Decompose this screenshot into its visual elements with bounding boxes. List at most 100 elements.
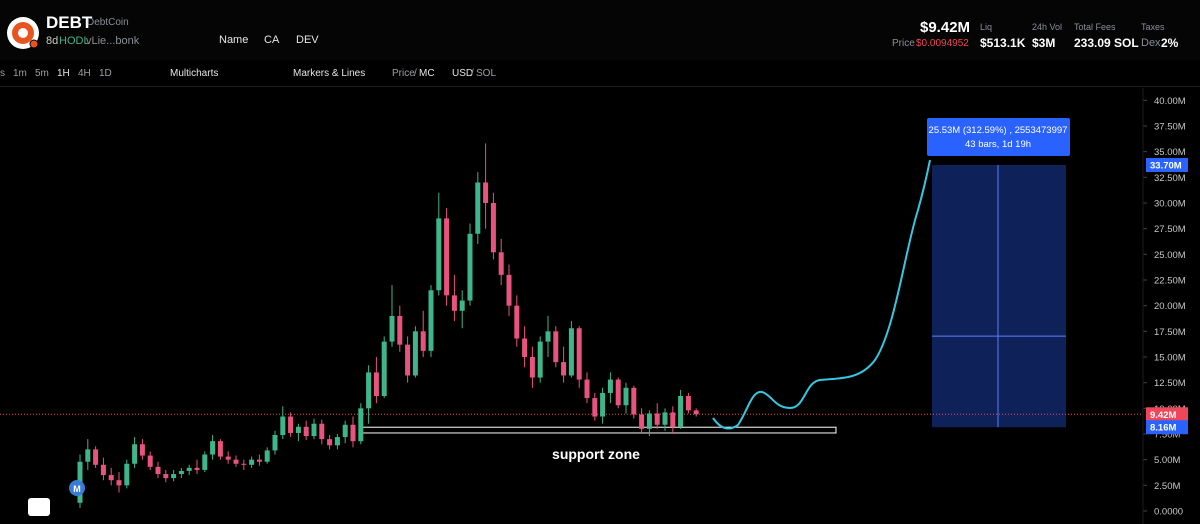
- candle-body: [350, 424, 356, 442]
- candle-body: [124, 463, 130, 486]
- candle-body: [249, 459, 255, 465]
- candle-body: [295, 426, 301, 433]
- stat-label: Taxes: [1141, 22, 1165, 32]
- candle-body: [272, 435, 278, 451]
- candle-body: [210, 441, 216, 455]
- candle-body: [678, 396, 684, 427]
- market-cap: $9.42M: [920, 19, 971, 36]
- candle-body: [670, 412, 676, 427]
- stat-value: 2%: [1161, 36, 1179, 50]
- candle-body: [366, 372, 372, 409]
- candle-body: [420, 331, 426, 351]
- separator: /: [471, 68, 474, 79]
- candle-body: [584, 379, 590, 399]
- y-tick-label: 30.00M: [1154, 198, 1186, 209]
- candle-body: [685, 396, 691, 411]
- stat-value: $3M: [1032, 36, 1056, 50]
- candle-body: [522, 338, 528, 357]
- candle-body: [436, 218, 442, 291]
- tv-logo: [28, 498, 50, 516]
- interval[interactable]: 1m: [13, 68, 27, 79]
- link-name[interactable]: Name: [219, 34, 249, 46]
- token-name: DebtCoin: [87, 17, 129, 28]
- candle-body: [607, 379, 613, 393]
- link-dev[interactable]: DEV: [296, 34, 319, 46]
- tag[interactable]: HODL: [59, 35, 90, 47]
- candle-body: [506, 274, 512, 306]
- candle-body: [545, 331, 551, 342]
- link-ca[interactable]: CA: [264, 34, 280, 46]
- candle-body: [662, 412, 668, 425]
- projection-curve: [712, 159, 931, 430]
- candle-body: [264, 450, 270, 462]
- candle-body: [358, 408, 364, 442]
- candle-body: [147, 455, 153, 467]
- price-toggle[interactable]: Price: [392, 68, 415, 79]
- multicharts[interactable]: Multicharts: [170, 68, 219, 79]
- address[interactable]: vLie...bonk: [86, 35, 140, 47]
- event-marker: [69, 480, 85, 496]
- candle-body: [561, 362, 567, 376]
- candle-body: [139, 444, 145, 456]
- y-tick-label: 37.50M: [1154, 121, 1186, 132]
- candle-body: [381, 341, 387, 397]
- interval[interactable]: 1D: [99, 68, 112, 79]
- candle-body: [412, 331, 418, 376]
- age: 8d: [46, 35, 59, 47]
- candle-body: [202, 454, 208, 470]
- candle-body: [116, 480, 122, 486]
- interval[interactable]: 1H: [57, 68, 70, 79]
- candle-body: [654, 413, 660, 425]
- mc-toggle[interactable]: MC: [419, 68, 435, 79]
- candle-body: [646, 413, 652, 429]
- candle-body: [459, 300, 465, 311]
- y-tick-label: 32.50M: [1154, 173, 1186, 184]
- support-zone: [359, 426, 837, 434]
- stat-label: Total Fees: [1074, 22, 1116, 32]
- candle-body: [693, 410, 699, 415]
- candle-body: [194, 467, 200, 470]
- y-tick-label: 40.00M: [1154, 96, 1186, 107]
- y-tick-label: 35.00M: [1154, 147, 1186, 158]
- interval[interactable]: 5m: [35, 68, 49, 79]
- candle-body: [568, 328, 574, 376]
- candle-body: [397, 315, 403, 345]
- axis-badge-label: 9.42M: [1150, 410, 1176, 421]
- y-tick-label: 12.50M: [1154, 378, 1186, 389]
- axis-badge-label: 33.70M: [1150, 161, 1182, 172]
- stat-label: 24h Vol: [1032, 22, 1063, 32]
- candle-body: [163, 474, 169, 479]
- candle-body: [132, 444, 138, 464]
- candle-body: [451, 295, 457, 311]
- token-logo: [7, 17, 39, 49]
- candle-body: [475, 182, 481, 234]
- candle-body: [178, 470, 184, 475]
- candle-body: [592, 398, 598, 417]
- symbol: DEBT: [46, 13, 93, 32]
- candle-body: [93, 449, 99, 465]
- toolbar: [0, 60, 1200, 87]
- plot: 0.00002.50M5.00M7.50M10.00M12.50M15.00M1…: [0, 96, 1186, 518]
- markers[interactable]: Markers & Lines: [293, 68, 366, 79]
- price-label: Price: [892, 38, 915, 49]
- tooltip-text: 43 bars, 1d 19h: [965, 139, 1031, 150]
- candle-body: [334, 437, 340, 446]
- stat-value: 233.09 SOL: [1074, 36, 1139, 50]
- interval[interactable]: s: [0, 68, 5, 79]
- y-tick-label: 17.50M: [1154, 327, 1186, 338]
- tooltip-text: 25.53M (312.59%) , 2553473997: [929, 125, 1068, 136]
- candle-body: [217, 441, 223, 457]
- usd-toggle[interactable]: USD: [452, 68, 474, 79]
- interval[interactable]: 4H: [78, 68, 91, 79]
- candle-body: [311, 423, 317, 437]
- sol-toggle[interactable]: SOL: [476, 68, 497, 79]
- y-tick-label: 20.00M: [1154, 301, 1186, 312]
- candle-body: [389, 315, 395, 342]
- stat-label: Liq: [980, 22, 993, 32]
- position-box: [932, 165, 1066, 428]
- candle-body: [444, 218, 450, 296]
- candle-body: [233, 459, 239, 464]
- candle-body: [490, 202, 496, 253]
